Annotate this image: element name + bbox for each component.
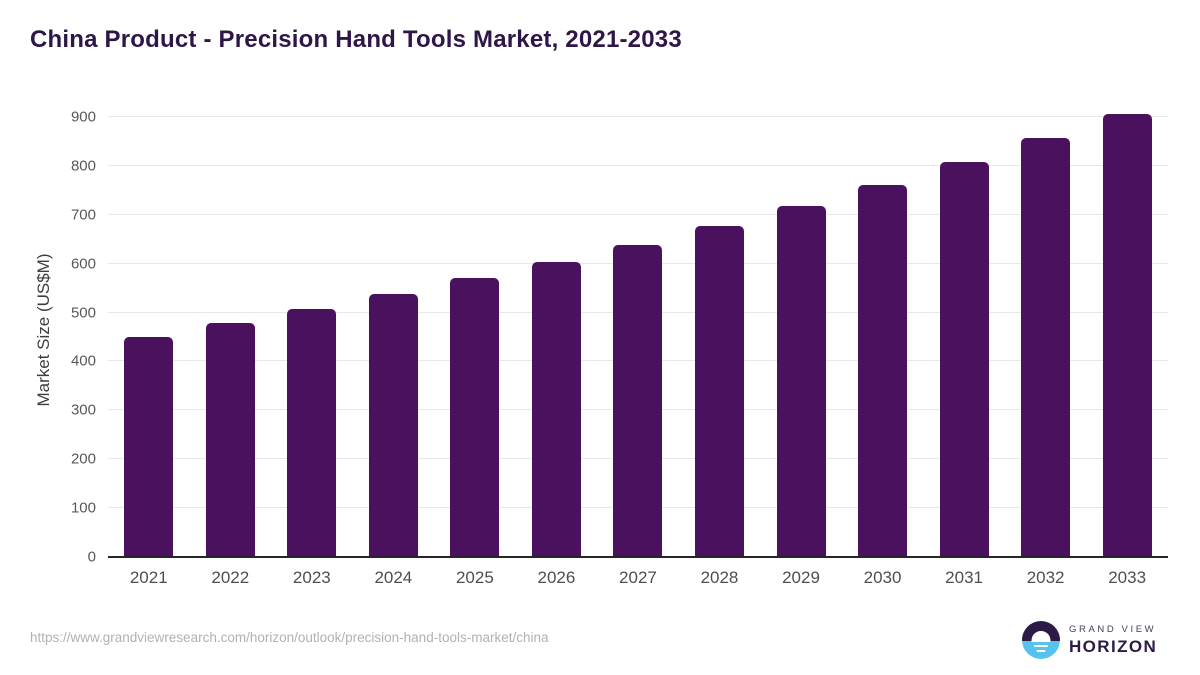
logo-wordmark: GRAND VIEW HORIZON	[1069, 624, 1157, 657]
bar-slot-2028	[679, 95, 761, 557]
x-axis-label-2030: 2030	[863, 568, 902, 587]
sun-dome-shape	[1031, 631, 1051, 642]
y-tick-label-900: 900	[70, 108, 96, 126]
bar-slot-2021	[108, 95, 190, 557]
x-axis-label-2024: 2024	[374, 568, 413, 587]
logo-brand-line: GRAND VIEW	[1069, 623, 1157, 635]
bar-2029	[776, 206, 826, 557]
plot-area	[108, 95, 1168, 558]
grandview-horizon-logo: GRAND VIEW HORIZON	[1022, 621, 1157, 659]
horizon-sun-icon	[1022, 621, 1060, 659]
sun-reflection-line	[1034, 645, 1048, 648]
y-tick-label-500: 500	[70, 304, 96, 322]
x-axis-label-2028: 2028	[700, 568, 739, 587]
bar-2032	[1021, 138, 1071, 557]
y-tick-label-400: 400	[70, 352, 96, 370]
x-axis-label-2025: 2025	[455, 568, 494, 587]
bar-2031	[939, 161, 989, 557]
x-axis-label-2023: 2023	[292, 568, 331, 587]
x-axis-label-2026: 2026	[537, 568, 576, 587]
x-axis-label-2022: 2022	[211, 568, 250, 587]
y-tick-label-0: 0	[87, 548, 96, 566]
bar-slot-2033	[1086, 95, 1168, 557]
bar-slot-2024	[353, 95, 435, 557]
chart-title: China Product - Precision Hand Tools Mar…	[30, 26, 682, 53]
bar-slot-2030	[842, 95, 924, 557]
bar-2028	[694, 226, 744, 557]
y-tick-label-100: 100	[70, 499, 96, 517]
x-axis-label-2031: 2031	[945, 568, 983, 587]
x-axis-label-2021: 2021	[129, 568, 168, 587]
bar-slot-2032	[1005, 95, 1087, 557]
gridline-800	[108, 164, 1168, 166]
y-tick-label-700: 700	[70, 206, 96, 224]
x-axis-line	[108, 556, 1168, 558]
y-tick-label-300: 300	[70, 401, 96, 419]
gridline-700	[108, 213, 1168, 215]
y-tick-label-200: 200	[70, 450, 96, 468]
bar-2033	[1102, 113, 1152, 557]
bar-2030	[858, 184, 908, 557]
bar-2027	[613, 244, 663, 557]
bar-slot-2026	[516, 95, 598, 557]
bar-2026	[531, 261, 581, 557]
bar-slot-2027	[597, 95, 679, 557]
y-tick-label-600: 600	[70, 255, 96, 273]
gridline-900	[108, 116, 1168, 117]
source-url: https://www.grandviewresearch.com/horizo…	[30, 630, 549, 645]
x-axis-label-2032: 2032	[1026, 568, 1065, 587]
bar-2021	[124, 337, 174, 557]
bar-slot-2029	[760, 95, 842, 557]
y-axis-tick-labels: 0 100 200 300 400 500 600 700 800 900	[0, 95, 96, 565]
x-axis-label-2027: 2027	[619, 568, 657, 587]
bar-slot-2025	[434, 95, 516, 557]
x-axis-label-2033: 2033	[1108, 568, 1147, 587]
y-tick-label-800: 800	[70, 157, 96, 175]
bar-2024	[368, 293, 418, 557]
bar-2022	[205, 323, 255, 557]
x-axis-label-2029: 2029	[782, 568, 820, 587]
bar-2023	[287, 309, 337, 557]
sun-reflection-line	[1036, 649, 1046, 652]
bar-series	[108, 95, 1168, 557]
bar-slot-2031	[923, 95, 1005, 557]
bar-slot-2023	[271, 95, 353, 557]
x-axis-tick-labels: 2021 2022 2023 2024 2025 2026 2027 2028 2029 2030…	[108, 568, 1168, 588]
bar-2025	[450, 278, 500, 557]
bar-slot-2022	[190, 95, 272, 557]
logo-product-line: HORIZON	[1069, 636, 1158, 656]
